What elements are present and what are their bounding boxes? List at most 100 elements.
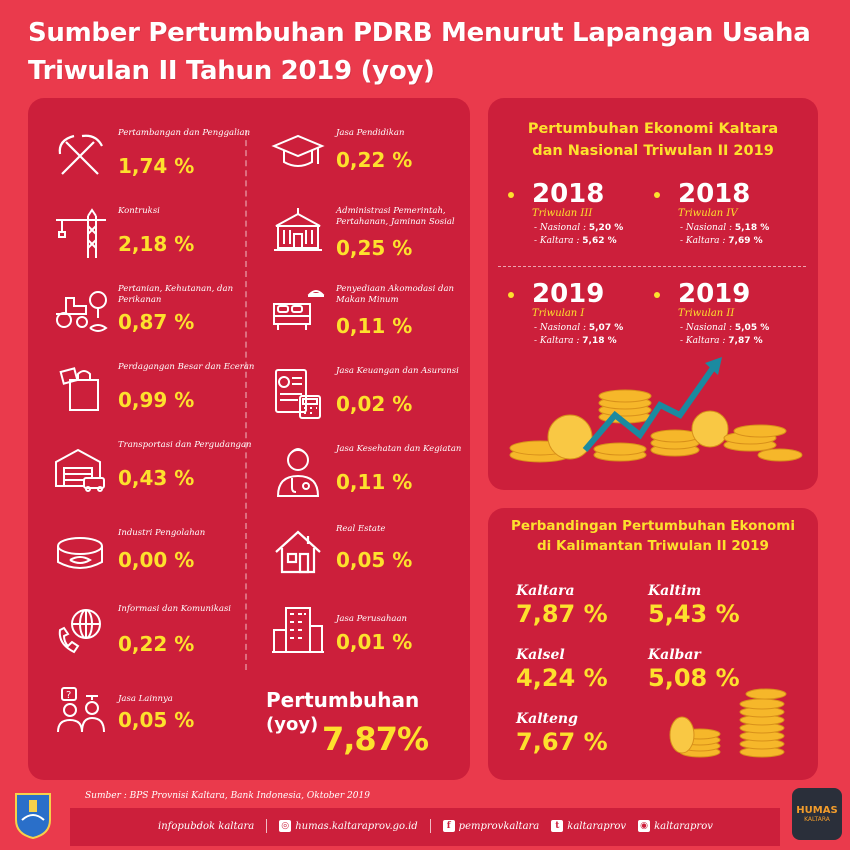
sector-name: Jasa Perusahaan [336,614,408,624]
nasional-value: 5,20 % [588,223,624,233]
period-quarter: Triwulan IV [678,208,738,219]
nasional-row: - Nasional : 5,20 % [534,223,623,233]
footer-link-infopubdok[interactable]: infopubdok kaltara [158,820,255,832]
sector-item: Kontruksi 2,18 % [52,206,252,276]
government-building-icon [270,206,326,262]
footer-link-facebook[interactable]: f pemprovkaltara [442,820,539,832]
growth-panel-title: Pertumbuhan Ekonomi Kaltara dan Nasional… [488,118,818,162]
growth-panel-title-line-2: dan Nasional Triwulan II 2019 [532,143,774,159]
nasional-label: - Nasional : [680,223,732,233]
hotel-bed-icon [270,284,326,340]
period-quarter: Triwulan I [532,308,585,319]
title-line-1: Sumber Pertumbuhan PDRB Menurut Lapangan… [28,18,811,48]
sector-name: Pertambangan dan Penggalian [118,128,251,138]
sector-name: Jasa Kesehatan dan Kegiatan [336,444,462,454]
sector-item: ? Jasa Lainnya 0,05 % [52,686,252,756]
humas-kaltara-logo: HUMAS KALTARA [792,788,842,840]
province-value: 4,24 % [516,664,608,692]
logo-text: HUMAS [796,805,838,816]
sector-value: 0,11 % [336,314,413,338]
sector-name: Transportasi dan Pergudangan [118,440,252,450]
graduation-cap-icon [270,128,326,184]
logo-subtext: KALTARA [804,816,830,823]
bullet-dot [654,292,660,298]
sector-name: Penyediaan Akomodasi dan Makan Minum [336,284,455,305]
tractor-icon [52,284,108,340]
province-value: 5,43 % [648,600,740,628]
nasional-label: - Nasional : [534,323,586,333]
kaltara-value: 7,87 % [728,336,763,346]
footer-band [70,808,780,846]
warehouse-icon [52,440,108,496]
sector-value: 0,02 % [336,392,413,416]
svg-text:?: ? [66,690,71,701]
province-value: 7,87 % [516,600,608,628]
kaltara-row: - Kaltara : 7,87 % [680,336,763,346]
nasional-value: 5,18 % [734,223,770,233]
period-year: 2019 [678,279,751,309]
sector-value: 0,43 % [118,466,195,490]
sector-name: Perdagangan Besar dan Eceran [118,362,255,372]
sector-name: Kontruksi [118,206,160,216]
sector-name: Pertanian, Kehutanan, dan Perikanan [118,284,234,305]
nasional-value: 5,07 % [588,323,624,333]
footer-link-instagram[interactable]: ◉ kaltaraprov [638,820,713,832]
province-emblem-logo [15,793,51,840]
instagram-icon: ◉ [638,820,651,832]
kaltara-value: 7,18 % [582,336,617,346]
kaltara-label: - Kaltara : [680,236,726,246]
crane-icon [52,206,108,262]
sector-name: Jasa Pendidikan [336,128,405,138]
sector-value: 0,87 % [118,310,195,334]
sector-item: Perdagangan Besar dan Eceran 0,99 % [52,362,254,432]
sector-item: Informasi dan Komunikasi 0,22 % [52,604,252,674]
sector-value: 0,22 % [118,632,195,656]
sectors-panel [28,98,470,780]
province-name: Kaltim [648,583,702,599]
bullet-dot [508,192,514,198]
province-value: 5,08 % [648,664,740,692]
sector-value: 1,74 % [118,154,195,178]
sector-name: Jasa Lainnya [118,694,173,704]
title-line-2: Triwulan II Tahun 2019 (yoy) [28,56,435,86]
kaltara-row: - Kaltara : 5,62 % [534,236,617,246]
total-growth-value: 7,87% [322,720,429,758]
sector-value: 0,01 % [336,630,413,654]
comparison-title-line-2: di Kalimantan Triwulan II 2019 [537,538,769,554]
kaltara-row: - Kaltara : 7,69 % [680,236,763,246]
nasional-row: - Nasional : 5,18 % [680,223,769,233]
period-quarter: Triwulan III [532,208,593,219]
bullet-dot [654,192,660,198]
sector-item: Jasa Pendidikan 0,22 % [270,128,470,198]
pickaxe-icon [52,128,108,184]
footer-link-website[interactable]: ◎ humas.kaltaraprov.go.id [279,820,418,832]
growth-panel-title-line-1: Pertumbuhan Ekonomi Kaltara [527,121,779,137]
sector-name: Industri Pengolahan [118,528,206,538]
total-growth-label: Pertumbuhan [266,688,420,712]
province-item: Kaltim 5,43 % [648,582,740,628]
footer-link-twitter[interactable]: t kaltaraprov [551,820,626,832]
province-name: Kalbar [648,647,701,663]
kaltara-value: 7,69 % [728,236,763,246]
footer-separator [429,819,431,833]
sector-value: 0,05 % [118,708,195,732]
nasional-value: 5,05 % [734,323,770,333]
sector-value: 0,22 % [336,148,413,172]
kaltara-value: 5,62 % [582,236,617,246]
period-year: 2019 [532,279,605,309]
sector-item: Real Estate 0,05 % [270,524,470,594]
sector-value: 0,11 % [336,470,413,494]
shopping-bag-icon [52,362,108,418]
globe-phone-icon [52,604,108,660]
sector-value: 2,18 % [118,232,195,256]
period-quarter: Triwulan II [678,308,735,319]
kaltara-row: - Kaltara : 7,18 % [534,336,617,346]
province-name: Kalsel [516,647,565,663]
sector-item: Industri Pengolahan 0,00 % [52,528,252,598]
period-divider [498,266,806,267]
sector-item: Administrasi Pemerintah, Pertahanan, Jam… [270,206,470,276]
province-name: Kaltara [516,583,575,599]
sector-item: Pertanian, Kehutanan, dan Perikanan 0,87… [52,284,252,354]
province-item: Kalteng 7,67 % [516,710,608,756]
coins-growth-illustration [509,357,803,463]
